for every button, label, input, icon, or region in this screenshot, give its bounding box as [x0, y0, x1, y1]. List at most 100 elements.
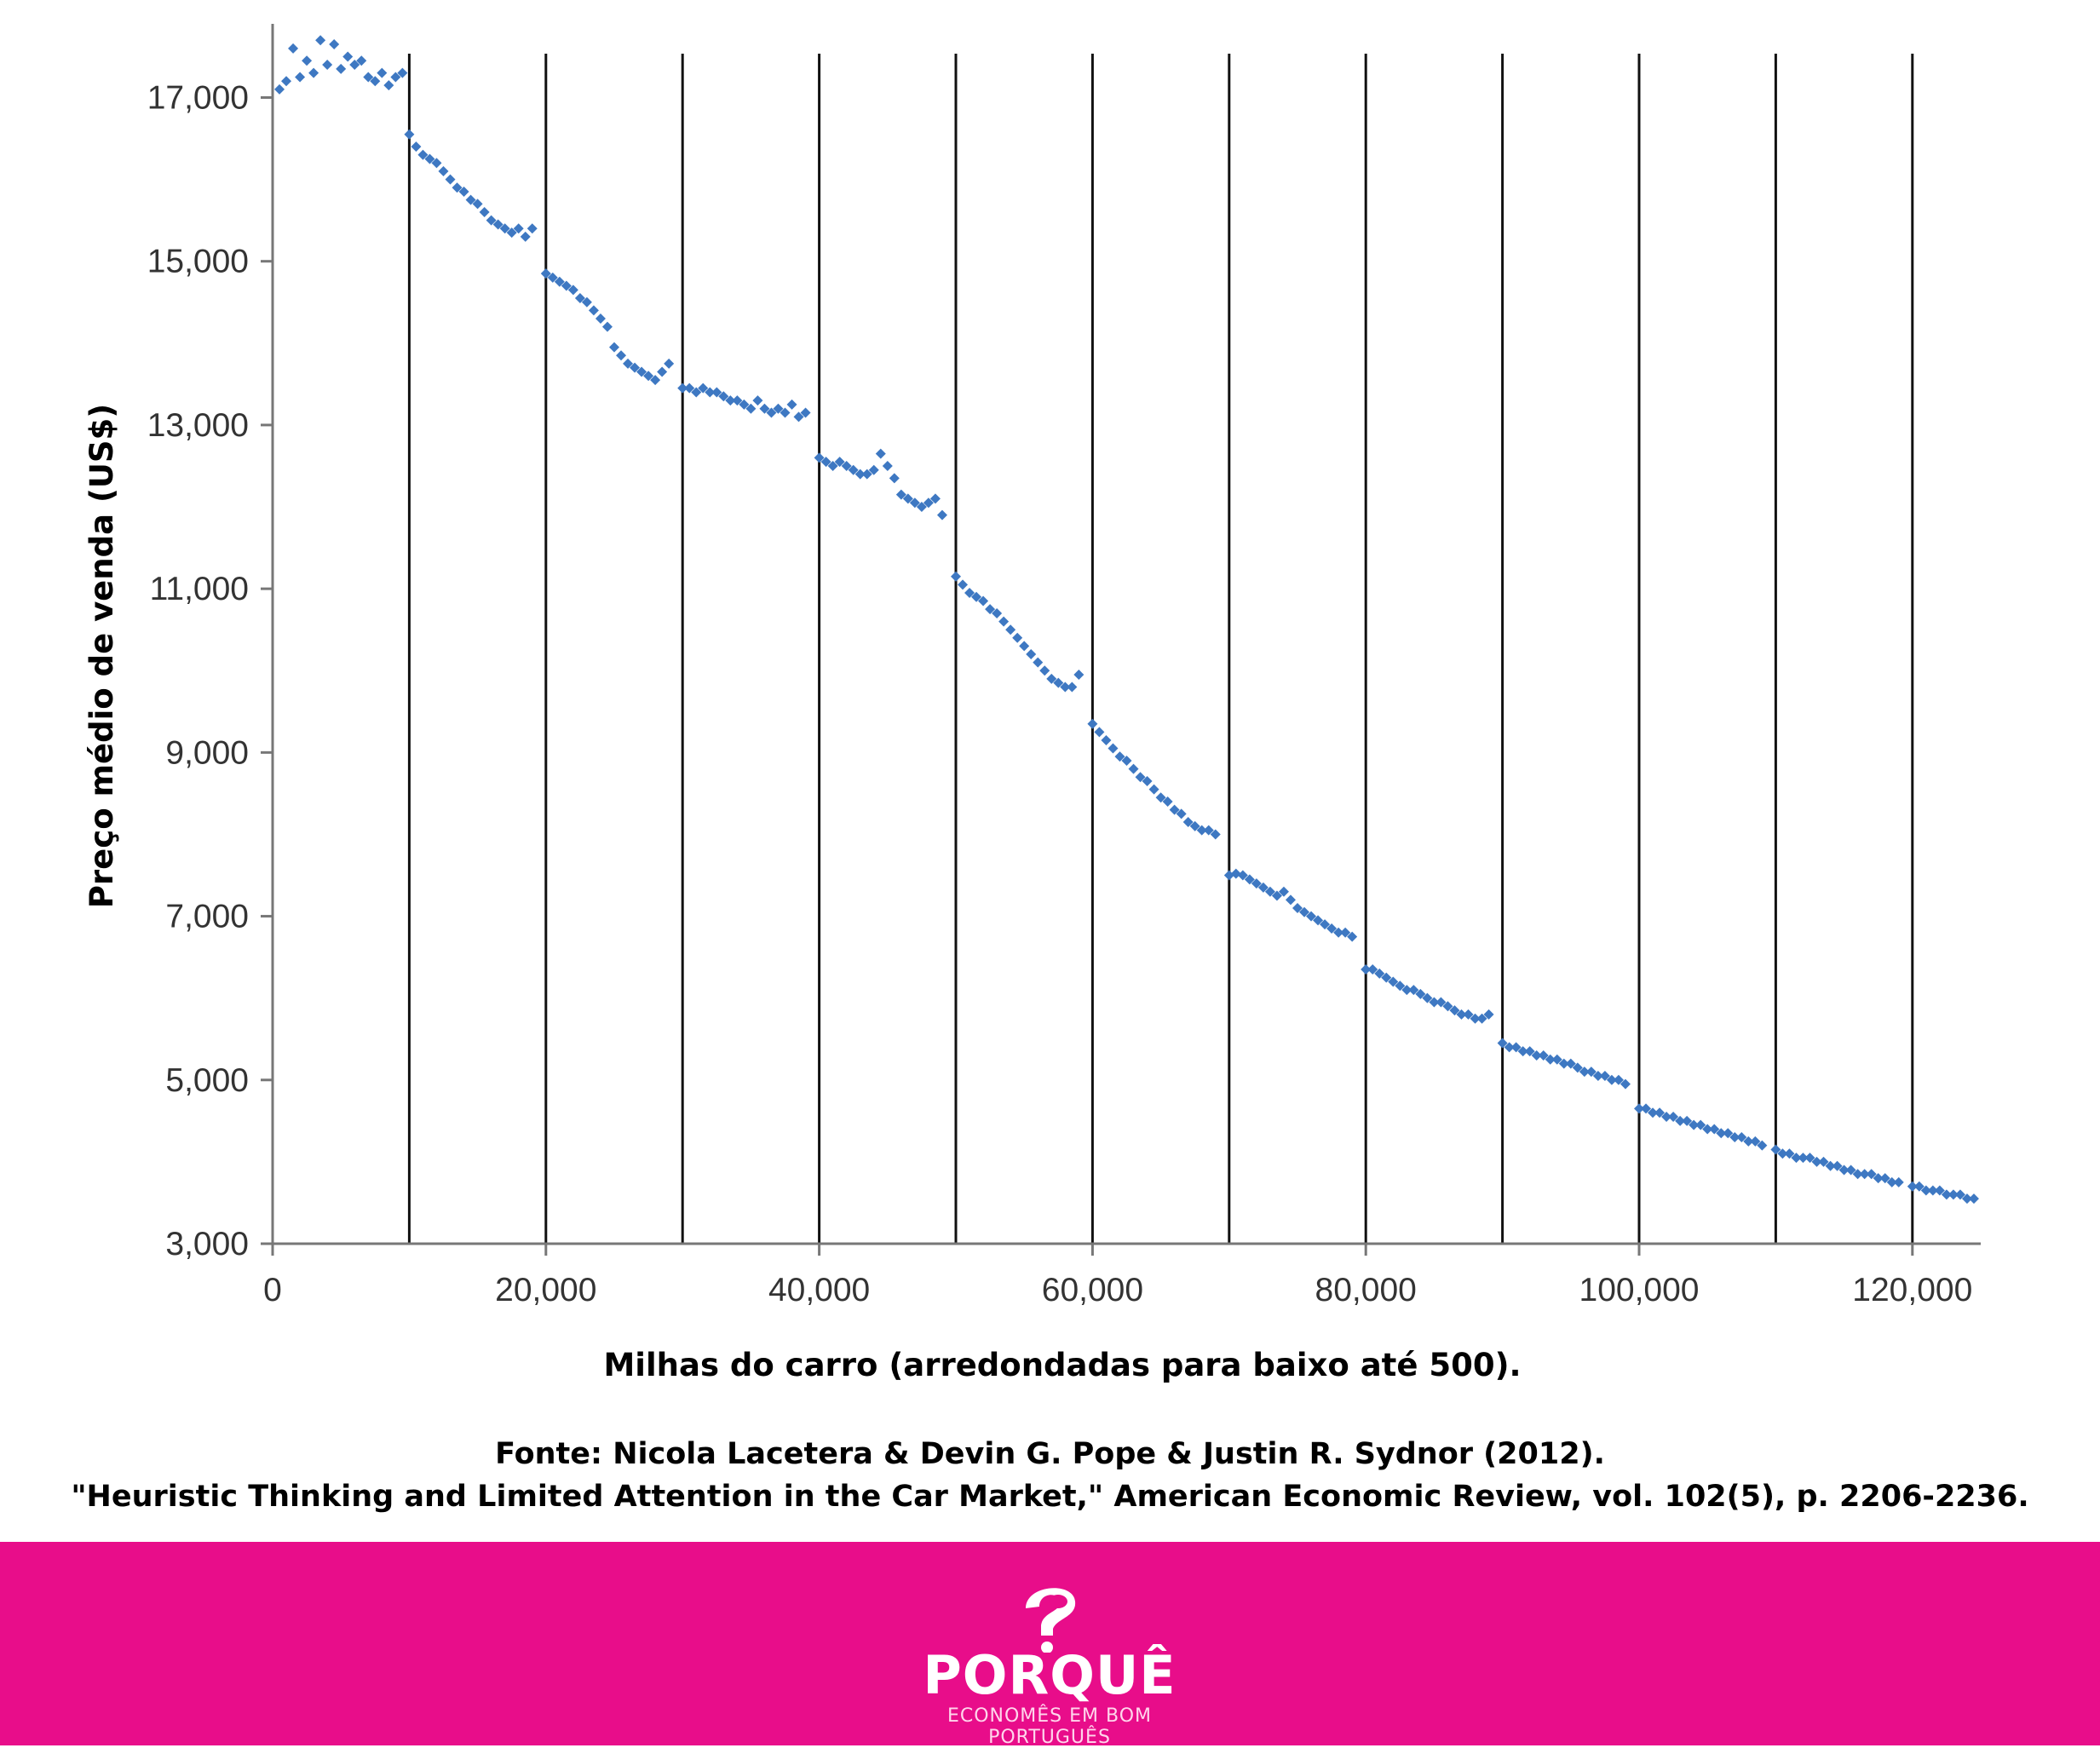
- data-point: [1053, 677, 1064, 688]
- data-point: [1538, 1049, 1549, 1061]
- data-point: [356, 55, 367, 66]
- data-point: [861, 469, 872, 480]
- data-point: [1182, 817, 1194, 828]
- y-tick-label: 17,000: [147, 79, 249, 116]
- data-point: [711, 387, 722, 398]
- data-point: [854, 469, 866, 480]
- data-point: [540, 268, 551, 279]
- data-point: [431, 158, 442, 169]
- data-point: [1504, 1042, 1515, 1053]
- data-point: [1019, 641, 1030, 652]
- data-point: [705, 387, 716, 398]
- data-point: [1128, 763, 1139, 774]
- data-point: [322, 60, 333, 71]
- data-point: [520, 231, 531, 242]
- data-point: [882, 460, 893, 471]
- data-point: [1510, 1042, 1522, 1053]
- data-point: [1135, 772, 1146, 783]
- data-point: [1968, 1193, 1979, 1205]
- data-point: [1060, 681, 1071, 693]
- data-point: [452, 182, 463, 193]
- data-point: [506, 227, 517, 239]
- data-point: [1442, 1001, 1453, 1012]
- data-point: [1087, 718, 1098, 729]
- chart-axes: [271, 24, 1981, 1245]
- x-tick-label: 80,000: [1315, 1272, 1417, 1308]
- data-point: [1791, 1153, 1802, 1164]
- data-point: [1148, 784, 1159, 795]
- logo-tagline: ECONOMÊS EM BOM PORTUGUÊS: [946, 1705, 1153, 1748]
- data-point: [609, 342, 619, 353]
- data-point: [1155, 792, 1166, 803]
- data-point: [472, 198, 483, 210]
- data-point: [909, 497, 920, 509]
- data-point: [581, 296, 592, 308]
- data-point: [1367, 964, 1378, 975]
- data-point: [363, 72, 374, 83]
- x-tick-label: 60,000: [1042, 1272, 1143, 1308]
- data-point: [1244, 874, 1255, 885]
- data-point: [1230, 868, 1241, 879]
- y-tick-label: 15,000: [147, 244, 249, 280]
- data-point: [834, 457, 845, 468]
- data-point: [1313, 915, 1324, 926]
- data-point: [1648, 1107, 1659, 1118]
- data-point: [377, 67, 388, 78]
- source-citation-article: "Heuristic Thinking and Limited Attentio…: [71, 1480, 2029, 1514]
- data-point: [1907, 1181, 1918, 1192]
- data-point: [370, 76, 381, 87]
- data-point: [1361, 964, 1372, 975]
- data-point: [547, 272, 558, 283]
- data-point: [616, 350, 627, 361]
- data-point: [302, 55, 313, 66]
- y-tick-label: 7,000: [165, 899, 249, 935]
- x-tick-label: 100,000: [1579, 1272, 1700, 1308]
- data-point: [1934, 1185, 1945, 1196]
- data-point: [554, 276, 565, 287]
- logo-wordmark: PORQUÊ: [923, 1644, 1177, 1706]
- data-point: [1257, 882, 1269, 893]
- data-point: [1395, 980, 1406, 992]
- data-point: [1476, 1013, 1487, 1024]
- data-point: [1579, 1067, 1590, 1078]
- data-point: [1517, 1046, 1528, 1057]
- data-point: [1456, 1009, 1467, 1020]
- data-point: [499, 223, 510, 234]
- data-point: [349, 60, 360, 71]
- data-point: [759, 403, 770, 414]
- data-point: [1381, 972, 1392, 983]
- data-point: [1463, 1009, 1474, 1020]
- data-point: [1798, 1153, 1809, 1164]
- data-point: [1873, 1173, 1884, 1184]
- data-point: [288, 43, 299, 54]
- data-point: [329, 39, 340, 50]
- data-point: [1196, 825, 1207, 836]
- data-point: [1551, 1054, 1562, 1065]
- data-point: [1039, 665, 1050, 676]
- data-point: [479, 207, 490, 218]
- data-point: [601, 321, 613, 332]
- data-point: [1620, 1078, 1631, 1090]
- data-point: [868, 464, 879, 475]
- y-tick-label: 3,000: [165, 1226, 249, 1262]
- data-point: [1702, 1124, 1713, 1135]
- data-point: [1497, 1038, 1508, 1049]
- data-point: [1845, 1164, 1856, 1176]
- data-point: [1838, 1164, 1850, 1176]
- data-point: [1429, 997, 1440, 1008]
- y-tick-label: 9,000: [165, 734, 249, 771]
- data-point: [1189, 820, 1200, 831]
- data-point: [1832, 1160, 1843, 1171]
- data-point: [1162, 796, 1173, 808]
- x-tick-label: 20,000: [495, 1272, 596, 1308]
- data-point: [274, 83, 285, 95]
- data-point: [732, 395, 743, 406]
- data-point: [800, 407, 811, 418]
- data-point: [1326, 923, 1338, 934]
- data-point: [336, 63, 347, 74]
- data-point: [1067, 681, 1078, 693]
- x-tick-label: 40,000: [768, 1272, 870, 1308]
- data-point: [745, 403, 757, 414]
- data-point: [841, 460, 852, 471]
- data-point: [1005, 624, 1016, 635]
